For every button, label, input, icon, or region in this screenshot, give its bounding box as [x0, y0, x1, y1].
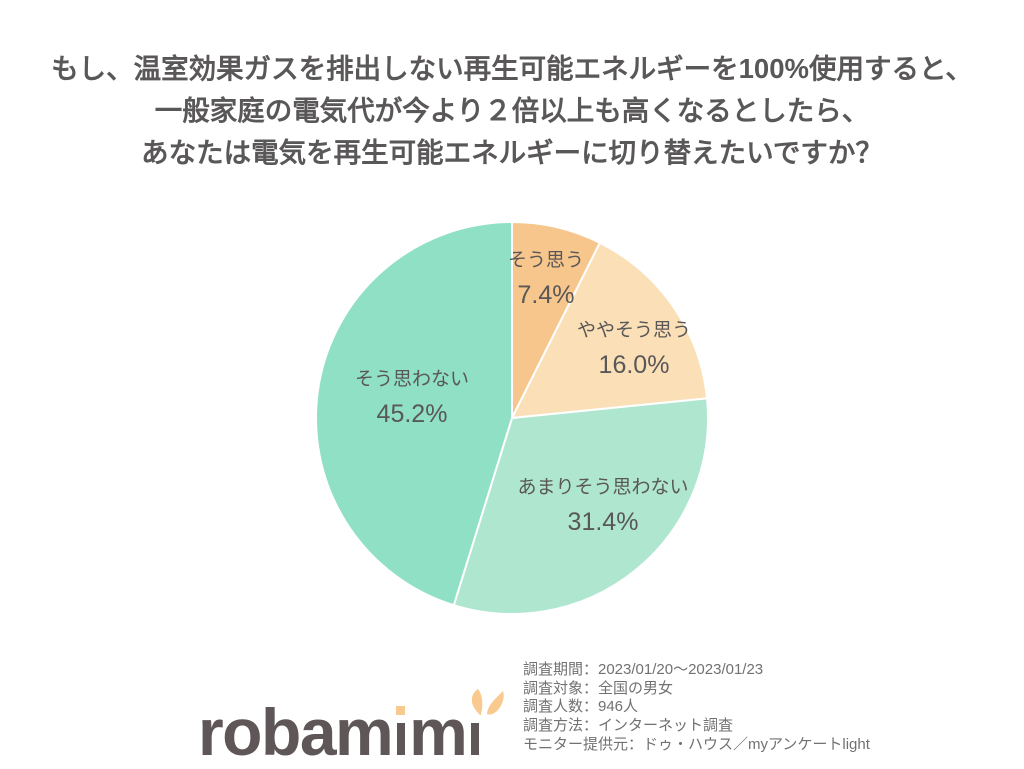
svg-text:ややそう思う: ややそう思う: [577, 319, 691, 341]
svg-text:そう思う: そう思う: [508, 250, 584, 271]
svg-text:そう思わない: そう思わない: [355, 369, 469, 390]
svg-text:16.0%: 16.0%: [599, 351, 670, 379]
svg-text:あまりそう思わない: あまりそう思わない: [517, 477, 688, 498]
svg-text:31.4%: 31.4%: [568, 508, 639, 536]
svg-text:45.2%: 45.2%: [377, 400, 448, 428]
svg-text:7.4%: 7.4%: [518, 281, 575, 309]
